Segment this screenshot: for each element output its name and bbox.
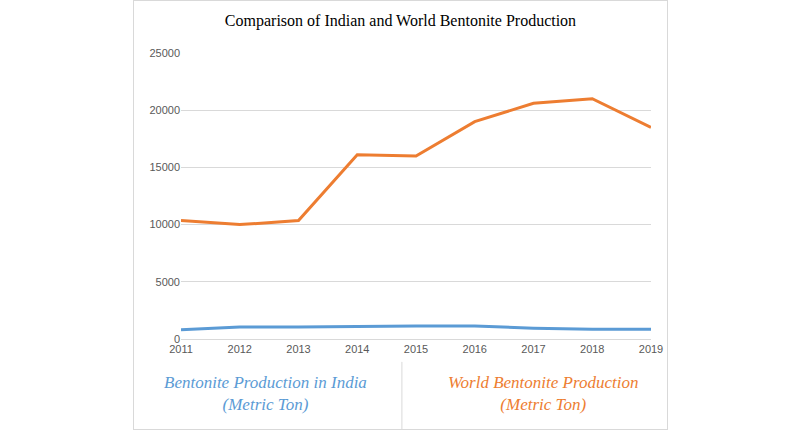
svg-text:2016: 2016 [463, 343, 487, 355]
svg-text:2014: 2014 [345, 343, 369, 355]
svg-text:2018: 2018 [580, 343, 604, 355]
svg-text:2011: 2011 [169, 343, 193, 355]
svg-text:2017: 2017 [521, 343, 545, 355]
svg-text:0: 0 [174, 333, 180, 345]
svg-text:Bentonite Production in India(: Bentonite Production in India(Metric Ton… [164, 373, 367, 414]
svg-text:15000: 15000 [149, 161, 180, 173]
svg-text:25000: 25000 [149, 47, 180, 59]
svg-text:2015: 2015 [404, 343, 428, 355]
svg-text:World Bentonite Production(Met: World Bentonite Production(Metric Ton) [448, 373, 638, 414]
svg-text:2013: 2013 [286, 343, 310, 355]
svg-text:Comparison of Indian and World: Comparison of Indian and World Bentonite… [225, 12, 576, 30]
svg-text:2012: 2012 [228, 343, 252, 355]
svg-text:2019: 2019 [639, 343, 663, 355]
svg-text:10000: 10000 [149, 218, 180, 230]
svg-text:20000: 20000 [149, 104, 180, 116]
svg-text:5000: 5000 [156, 276, 180, 288]
